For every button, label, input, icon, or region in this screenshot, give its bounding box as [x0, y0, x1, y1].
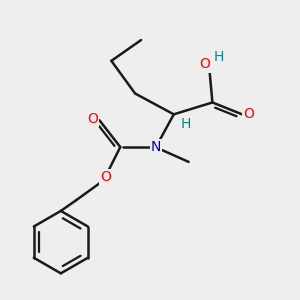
Text: H: H — [181, 117, 191, 131]
Text: O: O — [243, 107, 254, 121]
Text: O: O — [88, 112, 98, 126]
Text: H: H — [214, 50, 224, 64]
Text: O: O — [200, 57, 210, 71]
Text: N: N — [151, 140, 161, 154]
Text: O: O — [100, 170, 111, 184]
